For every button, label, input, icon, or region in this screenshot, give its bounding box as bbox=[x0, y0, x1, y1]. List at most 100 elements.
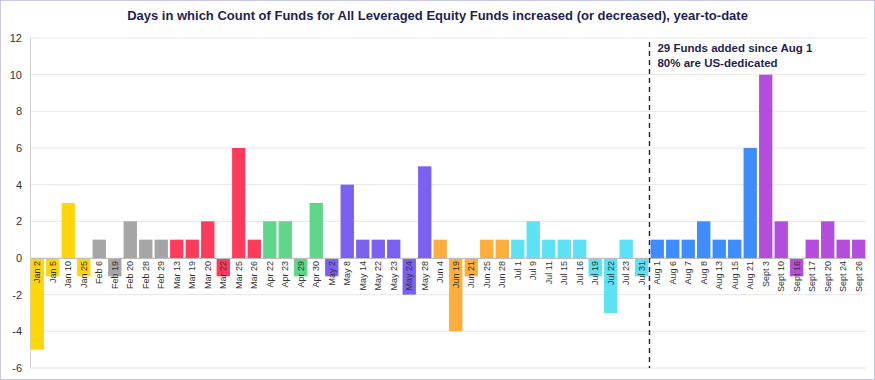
x-tick: Sept 16 bbox=[792, 258, 802, 292]
bar bbox=[356, 240, 369, 258]
x-tick-label: Aug 13 bbox=[714, 261, 724, 290]
grid-line bbox=[30, 331, 866, 332]
annotation-text: 29 Funds added since Aug 1 bbox=[657, 42, 812, 54]
bar bbox=[31, 258, 44, 350]
bar bbox=[139, 240, 152, 258]
title: Days in which Count of Funds for All Lev… bbox=[127, 8, 748, 23]
bar bbox=[170, 240, 183, 258]
bar bbox=[201, 221, 214, 258]
bar bbox=[496, 240, 509, 258]
x-tick-label: May 23 bbox=[389, 261, 399, 291]
x-tick: Feb 29 bbox=[156, 258, 166, 289]
grid bbox=[30, 38, 866, 368]
grid-line bbox=[30, 111, 866, 112]
x-tick: Aug 8 bbox=[699, 258, 709, 285]
bar bbox=[248, 240, 261, 258]
x-tick: May 14 bbox=[358, 258, 368, 291]
y-tick: -6 bbox=[12, 362, 30, 374]
bar bbox=[62, 203, 75, 258]
x-tick: Aug 1 bbox=[652, 258, 662, 285]
x-tick-label: Jan 10 bbox=[63, 261, 73, 288]
y-tick-label: -4 bbox=[12, 325, 22, 337]
x-tick: Aug 6 bbox=[668, 258, 678, 285]
x-tick-label: Aug 7 bbox=[683, 261, 693, 285]
x-tick: Jul 9 bbox=[528, 258, 538, 280]
x-tick-label: Aug 6 bbox=[668, 261, 678, 285]
bar bbox=[573, 240, 586, 258]
y-tick-label: -2 bbox=[12, 289, 22, 301]
x-tick: Feb 19 bbox=[110, 258, 120, 289]
x-tick: Jul 11 bbox=[544, 258, 554, 284]
x-tick: Jun 28 bbox=[497, 258, 507, 288]
x-tick-label: Sept 24 bbox=[838, 261, 848, 292]
x-tick: Jul 1 bbox=[513, 258, 523, 280]
x-tick-label: May 28 bbox=[420, 261, 430, 291]
grid-line bbox=[30, 368, 866, 369]
x-tick-label: Aug 8 bbox=[699, 261, 709, 285]
x-axis-line bbox=[31, 258, 867, 259]
x-tick: Jan 5 bbox=[48, 258, 58, 283]
bar bbox=[666, 240, 679, 258]
bar bbox=[682, 240, 695, 258]
x-tick: Jul 15 bbox=[559, 258, 569, 285]
x-tick: Mar 22 bbox=[218, 258, 228, 289]
x-tick-label: Jan 2 bbox=[32, 261, 42, 283]
x-tick-label: Jun 4 bbox=[435, 261, 445, 283]
x-tick: Feb 6 bbox=[94, 258, 104, 284]
x-tick: May 8 bbox=[342, 258, 352, 286]
x-tick-label: Jul 23 bbox=[621, 261, 631, 285]
bar bbox=[186, 240, 199, 258]
x-tick: Jan 10 bbox=[63, 258, 73, 288]
bar bbox=[775, 221, 788, 258]
x-tick: May 28 bbox=[420, 258, 430, 291]
bar bbox=[511, 240, 524, 258]
y-tick: 10 bbox=[10, 69, 30, 81]
y-tick-label: 6 bbox=[16, 142, 22, 154]
x-tick-label: May 22 bbox=[373, 261, 383, 291]
x-tick: Sept 26 bbox=[854, 258, 864, 292]
x-tick: Jul 19 bbox=[590, 258, 600, 285]
bar bbox=[837, 240, 850, 258]
chart: Days in which Count of Funds for All Lev… bbox=[0, 0, 875, 380]
x-tick-label: Jun 19 bbox=[451, 261, 461, 288]
y-tick: 4 bbox=[16, 179, 30, 191]
bar bbox=[434, 240, 447, 258]
y-tick-label: 10 bbox=[10, 69, 22, 81]
x-tick-label: Apr 23 bbox=[280, 261, 290, 288]
y-tick-label: 0 bbox=[16, 252, 22, 264]
bar bbox=[604, 258, 617, 313]
bar bbox=[713, 240, 726, 258]
bar bbox=[697, 221, 710, 258]
x-tick: Sept 17 bbox=[807, 258, 817, 292]
x-tick: May 23 bbox=[389, 258, 399, 291]
bar bbox=[403, 258, 416, 295]
x-tick: Apr 22 bbox=[265, 258, 275, 288]
x-tick-label: Jan 25 bbox=[79, 261, 89, 288]
y-tick: -4 bbox=[12, 325, 30, 337]
x-tick: Jul 23 bbox=[621, 258, 631, 285]
bar bbox=[372, 240, 385, 258]
grid-line bbox=[30, 148, 866, 149]
x-tick: Sept 10 bbox=[776, 258, 786, 292]
y-tick: 0 bbox=[16, 252, 30, 264]
x-tick-label: May 24 bbox=[404, 261, 414, 291]
x-tick: Apr 30 bbox=[311, 258, 321, 288]
bar bbox=[387, 240, 400, 258]
x-tick-label: Jun 21 bbox=[466, 261, 476, 288]
x-tick-label: May 2 bbox=[327, 261, 337, 286]
y-axis: -6-4-2024681012 bbox=[10, 32, 31, 374]
x-tick-label: Aug 15 bbox=[730, 261, 740, 290]
x-tick-label: Jul 31 bbox=[637, 261, 647, 285]
x-tick: Aug 15 bbox=[730, 258, 740, 290]
x-axis: Jan 2 Jan 5 Jan 10 Jan 25 Feb 6 Feb 19 Feb 20 F… bbox=[31, 258, 867, 292]
x-tick: Feb 28 bbox=[141, 258, 151, 289]
bars bbox=[31, 75, 866, 350]
x-tick: Feb 20 bbox=[125, 258, 135, 289]
bar bbox=[542, 240, 555, 258]
bar bbox=[449, 258, 462, 331]
y-tick: -2 bbox=[12, 289, 30, 301]
bar bbox=[852, 240, 865, 258]
x-tick-label: Jul 1 bbox=[513, 261, 523, 280]
bar bbox=[620, 240, 633, 258]
x-tick-label: Jun 25 bbox=[482, 261, 492, 288]
